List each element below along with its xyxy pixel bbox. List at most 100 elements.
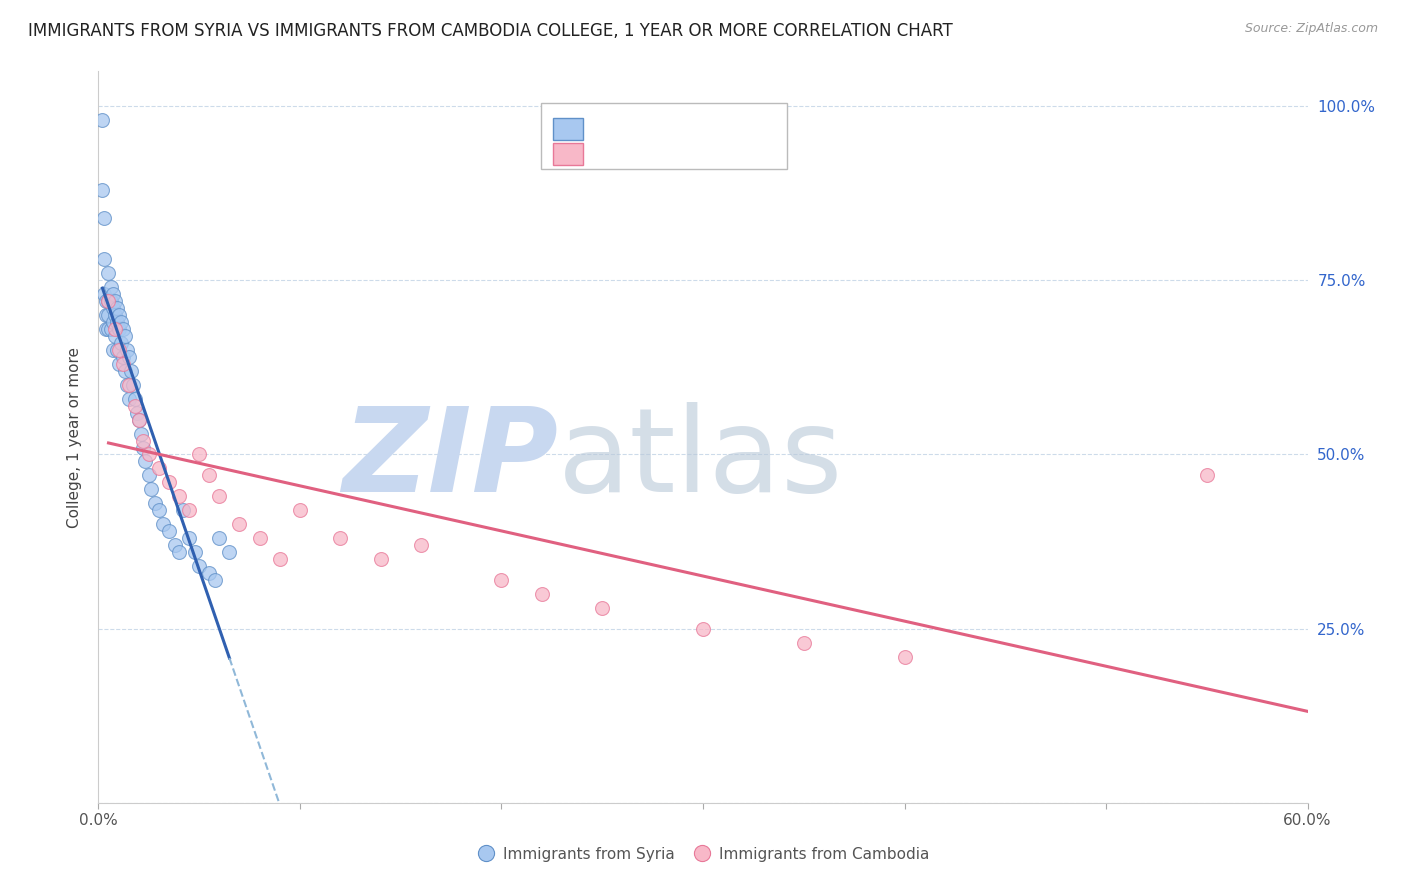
Point — [167, 489, 190, 503]
Point — [96, 294, 118, 309]
Point — [591, 600, 613, 615]
Point — [139, 483, 162, 497]
Text: R =: R = — [592, 120, 631, 138]
Point — [121, 377, 143, 392]
Point — [163, 538, 186, 552]
Point — [100, 280, 122, 294]
Point — [329, 531, 352, 545]
Point — [111, 350, 134, 364]
Point — [124, 392, 146, 406]
Text: atlas: atlas — [558, 401, 844, 516]
Text: IMMIGRANTS FROM SYRIA VS IMMIGRANTS FROM CAMBODIA COLLEGE, 1 YEAR OR MORE CORREL: IMMIGRANTS FROM SYRIA VS IMMIGRANTS FROM… — [28, 22, 953, 40]
Point — [118, 350, 141, 364]
Point — [179, 531, 201, 545]
Point — [128, 412, 150, 426]
Point — [93, 211, 115, 225]
Point — [893, 649, 915, 664]
Point — [114, 329, 136, 343]
Legend: Immigrants from Syria, Immigrants from Cambodia: Immigrants from Syria, Immigrants from C… — [471, 840, 935, 868]
Point — [97, 294, 120, 309]
Point — [269, 552, 291, 566]
Point — [125, 406, 148, 420]
Point — [105, 315, 128, 329]
Text: ZIP: ZIP — [342, 401, 558, 516]
Point — [93, 287, 115, 301]
Point — [198, 468, 221, 483]
Point — [167, 545, 190, 559]
Point — [409, 538, 432, 552]
Point — [208, 489, 231, 503]
Point — [692, 622, 714, 636]
Point — [148, 461, 170, 475]
Point — [188, 558, 211, 573]
Point — [157, 524, 180, 538]
Text: -0.138: -0.138 — [626, 120, 690, 138]
Point — [101, 301, 124, 316]
Point — [101, 287, 124, 301]
Point — [103, 322, 125, 336]
Point — [107, 322, 129, 336]
Point — [1195, 468, 1218, 483]
Point — [91, 183, 114, 197]
Point — [97, 266, 120, 280]
Point — [107, 343, 129, 357]
Point — [530, 587, 553, 601]
Point — [138, 448, 160, 462]
Point — [111, 322, 134, 336]
Point — [138, 468, 160, 483]
Point — [134, 454, 156, 468]
Point — [172, 503, 194, 517]
Text: 62: 62 — [725, 120, 751, 138]
Point — [129, 426, 152, 441]
Point — [115, 343, 138, 357]
Text: -0.258: -0.258 — [626, 145, 690, 163]
Point — [198, 566, 221, 580]
Point — [103, 308, 125, 322]
Point — [204, 573, 226, 587]
Point — [184, 545, 207, 559]
Point — [107, 357, 129, 371]
Point — [96, 308, 118, 322]
Point — [143, 496, 166, 510]
Point — [114, 364, 136, 378]
Point — [93, 252, 115, 267]
Point — [110, 315, 132, 329]
Point — [370, 552, 392, 566]
Point — [118, 392, 141, 406]
Point — [103, 329, 125, 343]
Point — [100, 322, 122, 336]
Text: Source: ZipAtlas.com: Source: ZipAtlas.com — [1244, 22, 1378, 36]
Point — [118, 377, 141, 392]
Text: N =: N = — [688, 120, 740, 138]
Point — [91, 113, 114, 128]
Point — [115, 377, 138, 392]
Point — [100, 294, 122, 309]
Point — [105, 301, 128, 316]
Point — [107, 308, 129, 322]
Point — [288, 503, 311, 517]
Point — [152, 517, 174, 532]
Point — [120, 364, 142, 378]
Point — [793, 635, 815, 649]
Text: 30: 30 — [725, 145, 751, 163]
Text: N =: N = — [688, 145, 740, 163]
Point — [96, 322, 118, 336]
Point — [148, 503, 170, 517]
Text: R =: R = — [592, 145, 631, 163]
Point — [97, 294, 120, 309]
Point — [110, 336, 132, 351]
Point — [491, 573, 513, 587]
Point — [179, 503, 201, 517]
Point — [101, 343, 124, 357]
Point — [101, 315, 124, 329]
Point — [188, 448, 211, 462]
Point — [132, 434, 155, 448]
Point — [128, 412, 150, 426]
Point — [97, 322, 120, 336]
Y-axis label: College, 1 year or more: College, 1 year or more — [67, 347, 83, 527]
Point — [124, 399, 146, 413]
Point — [103, 294, 125, 309]
Point — [105, 343, 128, 357]
Point — [228, 517, 250, 532]
Point — [218, 545, 240, 559]
